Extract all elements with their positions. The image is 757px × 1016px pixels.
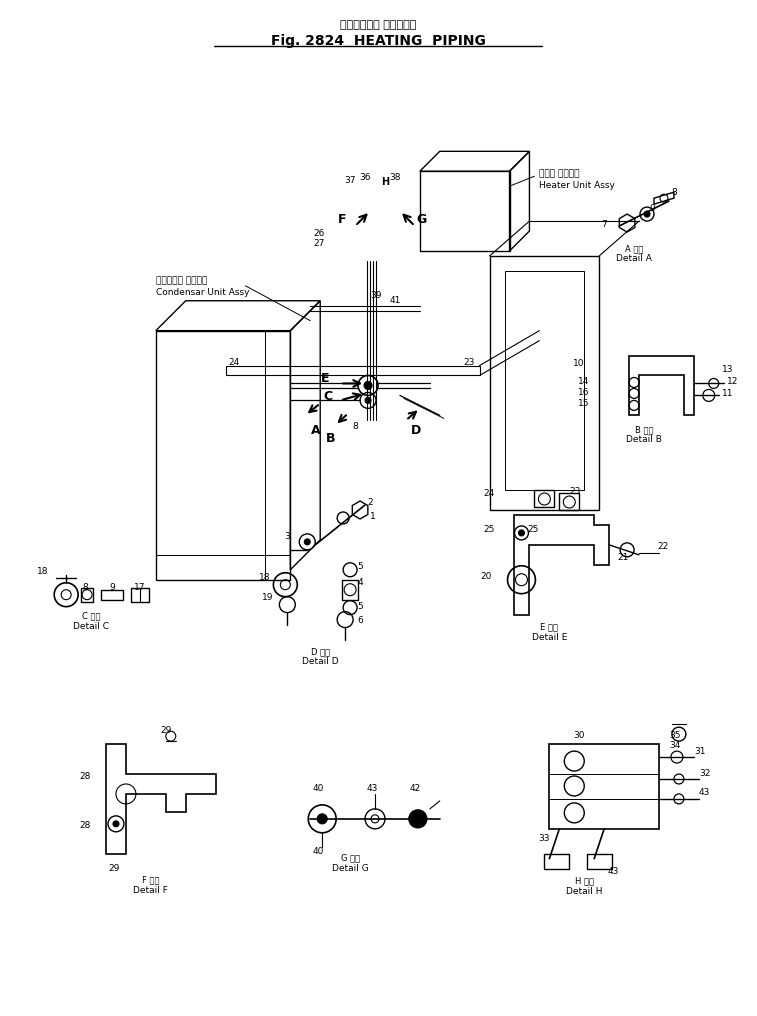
Text: 30: 30	[574, 732, 585, 741]
Circle shape	[644, 211, 650, 217]
Text: F: F	[338, 212, 347, 226]
Text: 40: 40	[313, 846, 324, 855]
Text: G 詳細: G 詳細	[341, 853, 360, 863]
Text: Fig. 2824  HEATING  PIPING: Fig. 2824 HEATING PIPING	[270, 34, 485, 48]
Text: 5: 5	[357, 601, 363, 611]
Text: Detail H: Detail H	[566, 887, 603, 896]
Text: E: E	[321, 372, 329, 385]
Text: C: C	[324, 390, 333, 403]
Text: 2: 2	[367, 498, 372, 507]
Text: ヒータ ユニット: ヒータ ユニット	[540, 170, 580, 178]
Text: 7: 7	[601, 219, 607, 229]
Text: 16: 16	[578, 388, 589, 397]
Text: 18: 18	[37, 567, 48, 576]
Text: 17: 17	[134, 583, 145, 591]
Text: 29: 29	[108, 864, 120, 873]
Text: 40: 40	[313, 784, 324, 792]
Text: H: H	[381, 177, 389, 187]
Text: A: A	[311, 424, 321, 437]
Text: 34: 34	[669, 741, 681, 750]
Text: 38: 38	[389, 174, 400, 182]
Text: 8: 8	[352, 423, 358, 432]
Circle shape	[317, 814, 327, 824]
Text: 3: 3	[285, 532, 291, 541]
Text: Detail C: Detail C	[73, 622, 109, 631]
Text: H 詳細: H 詳細	[575, 877, 593, 886]
Text: 32: 32	[699, 768, 710, 777]
Text: 36: 36	[360, 174, 371, 182]
Circle shape	[304, 538, 310, 545]
Text: B: B	[326, 432, 335, 445]
Circle shape	[364, 381, 372, 389]
Text: D: D	[411, 424, 421, 437]
Text: 35: 35	[669, 732, 681, 741]
Text: Detail A: Detail A	[616, 254, 652, 263]
Text: 23: 23	[463, 358, 475, 367]
Text: 21: 21	[617, 553, 628, 562]
Text: C 詳細: C 詳細	[82, 612, 101, 621]
Text: コンデンサ ユニット: コンデンサ ユニット	[156, 276, 207, 284]
Text: Heater Unit Assy: Heater Unit Assy	[540, 181, 615, 190]
Text: Detail B: Detail B	[626, 435, 662, 444]
Circle shape	[519, 530, 525, 535]
Text: 9: 9	[109, 583, 115, 591]
Text: 28: 28	[79, 771, 91, 780]
Text: 39: 39	[370, 291, 382, 300]
Text: 20: 20	[480, 572, 491, 581]
Text: 29: 29	[160, 726, 172, 736]
Text: ヒーティング パイピング: ヒーティング パイピング	[340, 19, 416, 29]
Text: 24: 24	[229, 358, 240, 367]
Text: F 詳細: F 詳細	[142, 876, 160, 885]
Text: 1: 1	[370, 512, 375, 521]
Text: 43: 43	[366, 784, 378, 792]
Text: 22: 22	[657, 543, 668, 552]
Text: Detail E: Detail E	[531, 633, 567, 641]
Text: Detail G: Detail G	[332, 864, 369, 873]
Text: 8: 8	[83, 583, 88, 591]
Text: 8: 8	[671, 188, 677, 197]
Circle shape	[409, 810, 427, 828]
Text: 43: 43	[699, 788, 710, 798]
Text: 25: 25	[528, 525, 539, 534]
Text: 18: 18	[259, 573, 270, 582]
Circle shape	[365, 397, 371, 403]
Text: Detail D: Detail D	[302, 657, 338, 666]
Text: 37: 37	[344, 176, 356, 185]
Text: 27: 27	[314, 239, 326, 248]
Text: 12: 12	[727, 377, 738, 386]
Text: 15: 15	[578, 399, 589, 407]
Text: 43: 43	[607, 867, 618, 876]
Text: 25: 25	[483, 525, 494, 534]
Text: 28: 28	[79, 821, 91, 830]
Text: 19: 19	[262, 593, 273, 602]
Text: G: G	[416, 212, 427, 226]
Text: 9: 9	[649, 204, 655, 213]
Text: Detail F: Detail F	[133, 886, 168, 895]
Text: Condensar Unit Assy: Condensar Unit Assy	[156, 288, 249, 297]
Text: 31: 31	[694, 747, 706, 756]
Text: B 詳細: B 詳細	[635, 426, 653, 434]
Text: 11: 11	[721, 389, 734, 398]
Text: 33: 33	[538, 834, 550, 843]
Text: 24: 24	[483, 489, 494, 498]
Text: 6: 6	[357, 616, 363, 625]
Text: 5: 5	[357, 562, 363, 571]
Text: 41: 41	[390, 296, 401, 305]
Text: 4: 4	[357, 578, 363, 587]
Circle shape	[113, 821, 119, 827]
Text: 42: 42	[410, 784, 420, 792]
Text: E 詳細: E 詳細	[540, 623, 559, 632]
Text: A 詳細: A 詳細	[625, 244, 643, 253]
Text: 10: 10	[573, 359, 584, 368]
Text: 26: 26	[314, 229, 326, 238]
Text: 14: 14	[578, 377, 589, 386]
Text: D 詳細: D 詳細	[310, 647, 330, 656]
Text: 13: 13	[721, 365, 734, 374]
Text: 23: 23	[569, 487, 581, 496]
